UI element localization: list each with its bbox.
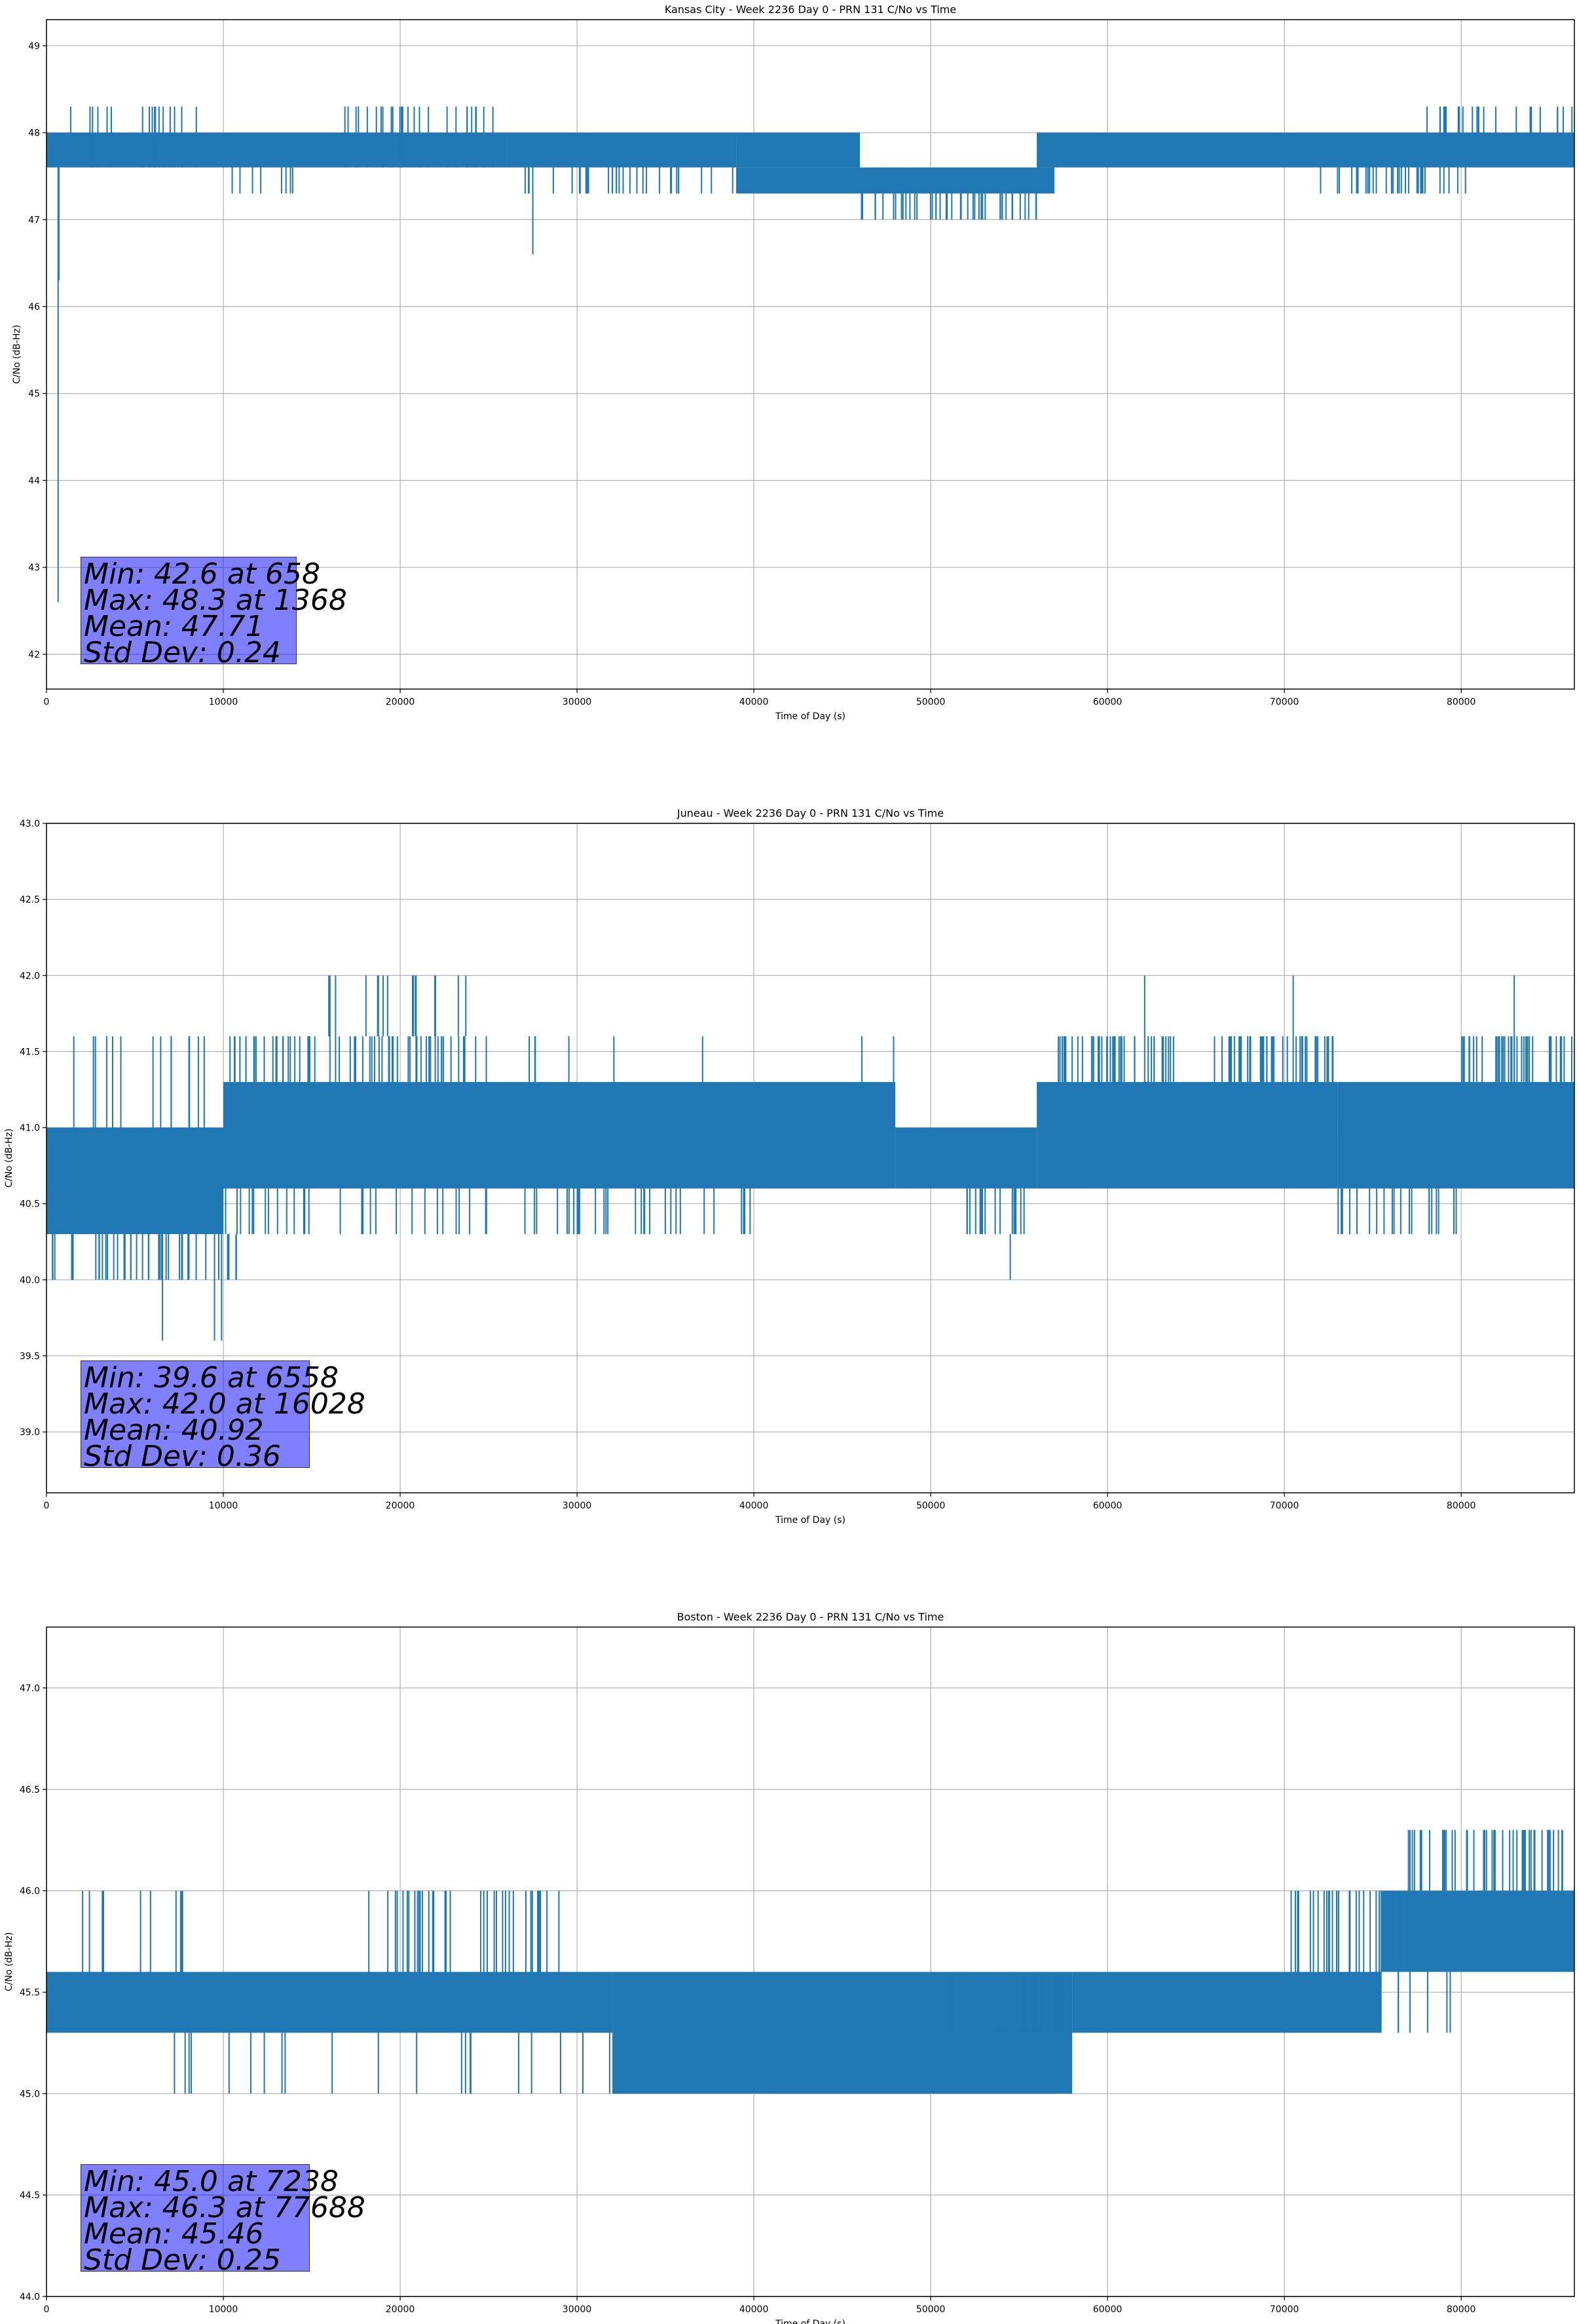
y-tick-label: 43.0 — [20, 819, 40, 829]
stats-annotation: Min: 42.6 at 658 Max: 48.3 at 1368 Mean: 4… — [81, 557, 347, 669]
series-band — [736, 167, 1055, 194]
x-axis-label: Time of Day (s) — [775, 1515, 845, 1526]
stats-line: Std Dev: 0.36 — [84, 1440, 281, 1473]
x-tick-label: 30000 — [563, 1501, 592, 1511]
x-tick-label: 30000 — [563, 697, 592, 707]
y-axis-label: C/No (dB-Hz) — [4, 1129, 14, 1188]
y-tick-label: 46.0 — [20, 1886, 40, 1897]
x-tick-label: 20000 — [386, 697, 415, 707]
y-tick-label: 44.0 — [20, 2292, 40, 2302]
plot-frame — [46, 823, 1575, 1493]
x-tick-label: 70000 — [1270, 697, 1299, 707]
y-tick-label: 45 — [28, 389, 40, 400]
x-tick-label: 10000 — [209, 1501, 238, 1511]
y-axis-label: C/No (dB-Hz) — [4, 1932, 14, 1991]
x-tick-label: 20000 — [386, 2304, 415, 2315]
y-tick-label: 41.5 — [20, 1047, 40, 1057]
x-tick-label: 10000 — [209, 2304, 238, 2315]
y-tick-label: 45.0 — [20, 2089, 40, 2099]
y-tick-label: 44.5 — [20, 2190, 40, 2201]
series-band — [1337, 1081, 1574, 1189]
stats-line: Max: 46.3 at 77688 — [84, 2191, 365, 2224]
series-band — [1381, 1890, 1574, 1972]
stats-line: Mean: 40.92 — [84, 1414, 264, 1447]
x-tick-label: 80000 — [1447, 697, 1476, 707]
x-tick-label: 80000 — [1447, 1501, 1476, 1511]
series-band — [1037, 132, 1574, 168]
stats-line: Std Dev: 0.25 — [84, 2243, 281, 2277]
y-tick-label: 49 — [28, 41, 40, 52]
stats-line: Min: 42.6 at 658 — [84, 557, 321, 591]
x-tick-label: 0 — [44, 697, 50, 707]
x-tick-label: 30000 — [563, 2304, 592, 2315]
series-band — [736, 132, 861, 168]
stats-annotation: Min: 45.0 at 7238 Max: 46.3 at 77688 Mean:… — [81, 2164, 365, 2277]
y-tick-label: 43 — [28, 563, 40, 573]
chart-title: Juneau - Week 2236 Day 0 - PRN 131 C/No … — [677, 807, 944, 819]
x-tick-label: 70000 — [1270, 1501, 1299, 1511]
x-tick-label: 50000 — [916, 1501, 946, 1511]
stats-line: Mean: 47.71 — [84, 610, 264, 643]
x-tick-label: 80000 — [1447, 2304, 1476, 2315]
x-axis-label: Time of Day (s) — [775, 711, 845, 722]
x-tick-label: 60000 — [1093, 2304, 1122, 2315]
y-tick-label: 40.5 — [20, 1199, 40, 1210]
y-tick-label: 42.5 — [20, 895, 40, 905]
stats-line: Max: 42.0 at 16028 — [84, 1387, 365, 1421]
y-tick-label: 47.0 — [20, 1683, 40, 1694]
x-tick-label: 70000 — [1270, 2304, 1299, 2315]
y-tick-label: 39.5 — [20, 1351, 40, 1362]
x-axis-label: Time of Day (s) — [775, 2319, 845, 2324]
y-tick-label: 44 — [28, 476, 40, 486]
x-tick-label: 0 — [44, 1501, 50, 1511]
series-band — [46, 132, 507, 168]
stats-line: Mean: 45.46 — [84, 2217, 264, 2251]
y-tick-label: 47 — [28, 215, 40, 225]
y-tick-label: 42.0 — [20, 971, 40, 981]
y-tick-label: 41.0 — [20, 1123, 40, 1134]
x-tick-label: 40000 — [739, 1501, 769, 1511]
stats-line: Min: 45.0 at 7238 — [84, 2165, 339, 2198]
y-tick-label: 42 — [28, 650, 40, 660]
chart-panel-2: Juneau - Week 2236 Day 0 - PRN 131 C/No … — [4, 807, 1575, 1526]
chart-title: Boston - Week 2236 Day 0 - PRN 131 C/No … — [677, 1611, 944, 1623]
x-tick-label: 40000 — [739, 2304, 769, 2315]
series-band — [46, 1127, 224, 1235]
series-band — [46, 1972, 613, 2033]
series-band — [1072, 1972, 1382, 2033]
x-tick-label: 0 — [44, 2304, 50, 2315]
series-band — [506, 132, 737, 168]
x-tick-label: 40000 — [739, 697, 769, 707]
y-tick-label: 48 — [28, 128, 40, 139]
x-tick-label: 60000 — [1093, 697, 1122, 707]
series-band — [895, 1127, 1037, 1189]
chart-panel-3: Boston - Week 2236 Day 0 - PRN 131 C/No … — [4, 1611, 1575, 2324]
chart-title: Kansas City - Week 2236 Day 0 - PRN 131 … — [665, 3, 956, 16]
series-band — [771, 2033, 1055, 2094]
x-tick-label: 50000 — [916, 2304, 946, 2315]
series-band — [223, 1081, 896, 1189]
x-tick-label: 10000 — [209, 697, 238, 707]
plot-frame — [46, 19, 1575, 690]
y-tick-label: 45.5 — [20, 1987, 40, 1998]
chart-panel-1: Kansas City - Week 2236 Day 0 - PRN 131 … — [12, 3, 1575, 722]
y-tick-label: 39.0 — [20, 1427, 40, 1438]
y-tick-label: 40.0 — [20, 1275, 40, 1286]
stats-line: Min: 39.6 at 6558 — [84, 1361, 339, 1395]
stats-line: Std Dev: 0.24 — [84, 636, 281, 669]
series-band — [1037, 1081, 1338, 1189]
x-tick-label: 50000 — [916, 697, 946, 707]
x-tick-label: 20000 — [386, 1501, 415, 1511]
stats-line: Max: 48.3 at 1368 — [84, 584, 347, 617]
x-tick-label: 60000 — [1093, 1501, 1122, 1511]
y-axis-label: C/No (dB-Hz) — [12, 325, 22, 384]
plot-frame — [46, 1626, 1575, 2297]
stats-annotation: Min: 39.6 at 6558 Max: 42.0 at 16028 Mean:… — [81, 1360, 365, 1473]
y-tick-label: 46 — [28, 302, 40, 312]
y-tick-label: 46.5 — [20, 1785, 40, 1795]
